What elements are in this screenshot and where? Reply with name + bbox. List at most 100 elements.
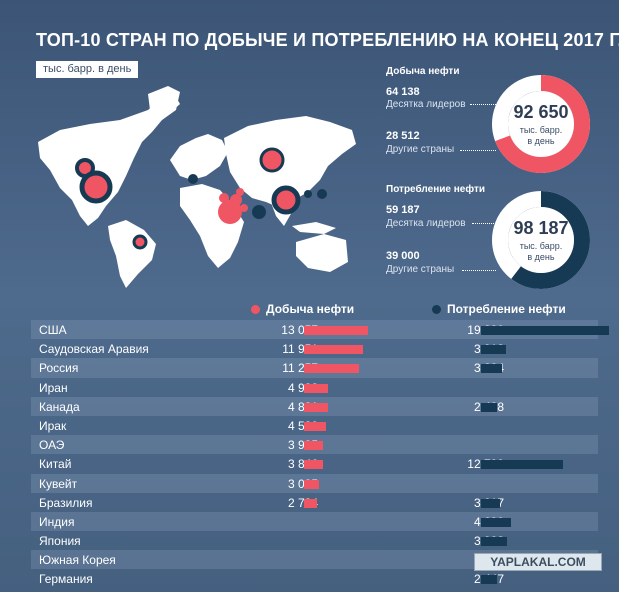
- production-donut-leaders-arc: [492, 75, 590, 173]
- consumption-donut: [492, 191, 590, 289]
- country-name: Южная Корея: [39, 553, 116, 568]
- marker-brazil: [132, 234, 148, 250]
- europe-shape: [170, 134, 228, 180]
- production-bar: [304, 326, 368, 335]
- north-america-shape: [38, 90, 180, 226]
- page-title: ТОП-10 СТРАН ПО ДОБЫЧЕ И ПОТРЕБЛЕНИЮ НА …: [36, 30, 619, 50]
- production-leaders-leader: [470, 104, 496, 105]
- country-name: США: [39, 323, 67, 337]
- production-bar: [304, 383, 329, 393]
- table-row: Иран 4 982: [31, 378, 598, 397]
- production-bar: [304, 460, 323, 470]
- country-name: Кувейт: [39, 476, 78, 491]
- table-row: ОАЭ 3 935: [31, 435, 598, 455]
- production-bar: [304, 479, 319, 489]
- consumption-donut-leaders-arc: [492, 191, 590, 289]
- south-america-shape: [108, 220, 156, 288]
- marker-russia: [259, 147, 285, 173]
- consumption-total-unit-1: тыс. барр.: [519, 241, 563, 251]
- legend-consumption: Потребление нефти: [432, 302, 566, 316]
- production-leaders-label: Десятка лидеров: [386, 99, 466, 110]
- country-name: Китай: [39, 457, 72, 472]
- consumption-total-unit-2: в день: [527, 252, 555, 262]
- consumption-leaders-value: 59 187: [386, 204, 420, 216]
- production-donut: [492, 75, 590, 173]
- country-name: Индия: [39, 514, 75, 529]
- greenland-shape: [148, 86, 180, 120]
- consumption-bar: [481, 517, 512, 527]
- table-row: Кувейт 3 025: [31, 473, 598, 493]
- country-name: Саудовская Аравия: [39, 342, 149, 357]
- country-name: Ирак: [39, 418, 67, 433]
- consumption-bar: [481, 326, 609, 335]
- marker-south-korea: [304, 190, 312, 198]
- country-name: Канада: [39, 399, 80, 414]
- australia-shape: [296, 234, 348, 272]
- production-bar: [304, 421, 327, 431]
- production-leaders-value: 64 138: [386, 86, 420, 98]
- asia-shape: [224, 116, 356, 208]
- country-name: Бразилия: [39, 495, 93, 510]
- units-badge: тыс. барр. в день: [36, 61, 139, 78]
- legend-consumption-dot: [432, 305, 441, 314]
- map-markers: [75, 147, 327, 250]
- country-name: Япония: [39, 534, 81, 549]
- marker-kuwait: [236, 188, 244, 196]
- marker-india: [252, 205, 266, 219]
- production-others-value: 28 512: [386, 130, 420, 142]
- consumption-others-leader: [462, 270, 496, 271]
- production-others-label: Другие страны: [386, 144, 455, 155]
- marker-japan: [317, 189, 327, 199]
- consumption-leaders-leader: [472, 223, 496, 224]
- consumption-donut-center: [508, 207, 574, 273]
- legend-consumption-label: Потребление нефти: [447, 302, 566, 316]
- country-name: Германия: [39, 572, 93, 587]
- consumption-bar: [481, 537, 507, 547]
- legend-production: Добыча нефти: [251, 302, 354, 316]
- consumption-bar: [481, 345, 507, 355]
- consumption-bar: [481, 460, 564, 470]
- production-bar: [304, 364, 360, 374]
- marker-uae: [240, 204, 248, 212]
- production-donut-center: [508, 91, 574, 157]
- consumption-leaders-label: Десятка лидеров: [386, 218, 466, 229]
- production-total-unit-2: в день: [527, 136, 555, 146]
- legend-production-dot: [251, 305, 260, 314]
- marker-usa: [79, 170, 113, 204]
- consumption-others-label: Другие страны: [386, 264, 455, 275]
- country-name: Иран: [39, 380, 68, 395]
- consumption-bar: [481, 402, 497, 412]
- world-map: [38, 86, 356, 288]
- production-total: 92 650: [513, 102, 569, 122]
- consumption-bar: [481, 364, 502, 374]
- production-bar: [304, 498, 318, 508]
- indonesia-shape: [292, 222, 336, 234]
- country-name: Россия: [39, 361, 79, 376]
- consumption-bar: [481, 575, 497, 585]
- production-total-unit-1: тыс. барр.: [519, 125, 563, 135]
- consumption-summary-title: Потребление нефти: [386, 184, 485, 195]
- marker-iraq: [219, 193, 229, 203]
- marker-china: [271, 185, 301, 215]
- country-name: ОАЭ: [39, 438, 65, 453]
- table-row: Ирак 4 520: [31, 416, 598, 435]
- production-bar: [304, 345, 363, 355]
- consumption-total: 98 187: [513, 218, 569, 238]
- production-bar: [304, 441, 324, 451]
- consumption-others-value: 39 000: [386, 250, 420, 262]
- production-others-leader: [460, 150, 496, 151]
- legend-production-label: Добыча нефти: [266, 302, 355, 316]
- marker-saudi-arabia: [218, 200, 242, 224]
- marker-germany: [188, 174, 198, 184]
